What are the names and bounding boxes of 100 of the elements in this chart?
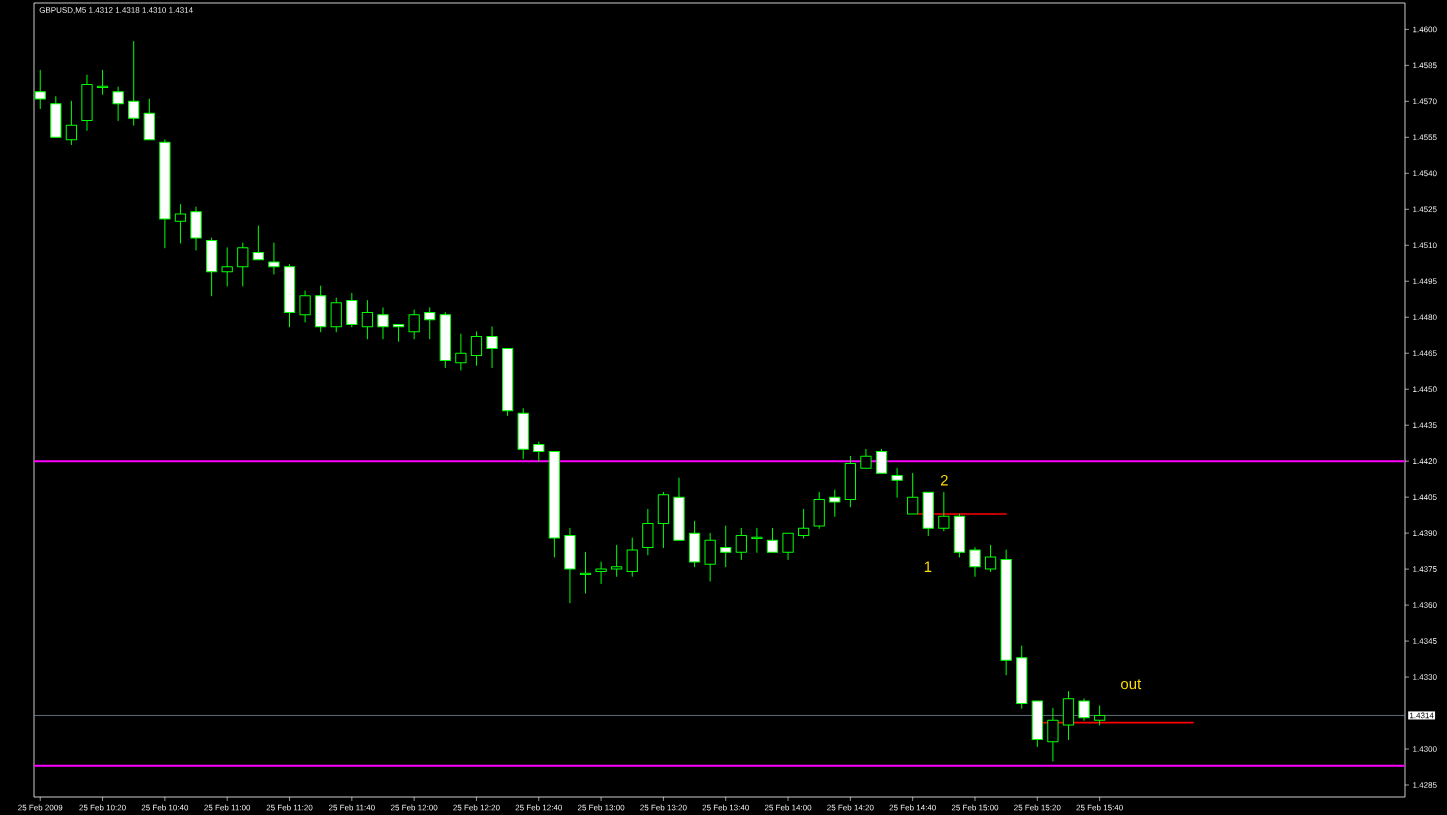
candlestick xyxy=(330,297,342,333)
candlestick xyxy=(408,309,420,340)
candlestick xyxy=(579,551,592,594)
x-tick-label: 25 Feb 10:40 xyxy=(141,804,189,811)
x-tick-label: 25 Feb 11:40 xyxy=(328,804,375,811)
x-tick-label: 25 Feb 12:20 xyxy=(453,804,500,811)
y-tick-label: 1.4480 xyxy=(1413,314,1437,321)
candlestick xyxy=(159,139,171,249)
candlestick xyxy=(829,489,841,517)
candlestick xyxy=(190,206,202,251)
x-tick-label: 25 Feb 14:40 xyxy=(889,804,936,811)
y-tick-label: 1.4285 xyxy=(1413,782,1437,788)
candlestick xyxy=(860,448,872,469)
candlestick xyxy=(953,513,966,558)
candlestick xyxy=(205,237,218,297)
candlestick xyxy=(517,407,529,460)
candlestick xyxy=(1031,700,1043,748)
y-tick-label: 1.4360 xyxy=(1413,602,1437,608)
candlestick xyxy=(1047,707,1059,762)
candlestick xyxy=(221,247,233,287)
candlestick xyxy=(813,491,825,529)
y-tick-label: 1.4570 xyxy=(1413,98,1437,105)
candlestick xyxy=(424,307,436,340)
candlestick xyxy=(938,491,950,532)
y-tick-label: 1.4330 xyxy=(1413,674,1437,680)
annotation: 1 xyxy=(924,561,932,572)
candlestick xyxy=(299,290,311,323)
candlestick xyxy=(984,544,997,573)
candlestick xyxy=(486,326,498,369)
y-tick-label: 1.4540 xyxy=(1413,170,1437,177)
y-tick-label: 1.4510 xyxy=(1413,242,1437,249)
candlestick xyxy=(1062,690,1075,740)
x-tick-label: 25 Feb 13:20 xyxy=(640,804,687,811)
y-tick-label: 1.4585 xyxy=(1413,62,1437,69)
y-tick-label: 1.4495 xyxy=(1413,278,1437,285)
x-tick-label: 25 Feb 12:00 xyxy=(390,804,438,811)
candlestick xyxy=(720,525,732,568)
candlestick xyxy=(252,225,264,261)
y-tick-label: 1.4405 xyxy=(1413,494,1437,500)
candlestick xyxy=(439,311,451,369)
y-tick-label: 1.4600 xyxy=(1413,26,1437,33)
candlestick xyxy=(50,96,62,138)
candlestick xyxy=(392,323,405,342)
x-tick-label: 25 Feb 13:40 xyxy=(702,804,749,811)
candlestick xyxy=(470,331,483,366)
candlestick xyxy=(657,491,670,549)
candlestick xyxy=(128,40,140,126)
y-tick-label: 1.4525 xyxy=(1413,206,1437,213)
annotation: 2 xyxy=(940,474,948,486)
candlestick xyxy=(548,451,560,558)
candlestick xyxy=(782,532,794,561)
candlestick xyxy=(112,86,124,122)
candlestick xyxy=(81,74,93,131)
candlestick xyxy=(1016,645,1028,709)
candlestick xyxy=(922,491,934,537)
x-tick-label: 25 Feb 15:20 xyxy=(1014,804,1061,811)
x-tick-label: 25 Feb 14:00 xyxy=(764,804,812,811)
y-tick-label: 1.4375 xyxy=(1413,566,1437,572)
candlestick xyxy=(346,292,358,328)
x-tick-label: 25 Feb 15:40 xyxy=(1076,804,1123,811)
candlestick xyxy=(564,527,576,604)
candlestick xyxy=(377,307,389,340)
x-tick-label: 25 Feb 13:00 xyxy=(577,804,625,811)
y-tick-label: 1.4345 xyxy=(1413,638,1437,644)
candlestick xyxy=(174,204,187,244)
x-tick-label: 25 Feb 15:00 xyxy=(951,804,999,811)
candlestick xyxy=(735,527,747,561)
candlestick xyxy=(361,299,374,340)
annotation: out xyxy=(1121,679,1142,690)
candlestick xyxy=(315,285,327,333)
y-tick-label: 1.4390 xyxy=(1413,530,1437,536)
candlestick xyxy=(455,333,467,371)
candlestick xyxy=(1000,549,1012,676)
y-tick-label: 1.4300 xyxy=(1413,746,1437,752)
candlestick xyxy=(65,100,78,146)
candlestick xyxy=(891,467,903,498)
candlestick xyxy=(595,561,607,585)
candlestick xyxy=(688,520,701,568)
candlestick xyxy=(283,263,296,328)
x-tick-label: 25 Feb 2009 xyxy=(18,804,63,811)
chart-title: GBPUSD,M5 1.4312 1.4318 1.4310 1.4314 xyxy=(39,7,193,14)
candlestick xyxy=(704,532,716,582)
candlestick xyxy=(626,537,638,577)
y-tick-label: 1.4435 xyxy=(1413,422,1437,429)
candlestick xyxy=(969,547,981,577)
candlestick xyxy=(907,472,919,515)
candlestick xyxy=(611,544,623,577)
y-tick-label: 1.4420 xyxy=(1413,458,1437,464)
candlestick xyxy=(673,477,685,541)
x-tick-label: 25 Feb 14:20 xyxy=(827,804,874,811)
candlestick xyxy=(766,527,779,553)
y-tick-label: 1.4450 xyxy=(1413,386,1437,393)
y-tick-label: 1.4555 xyxy=(1413,134,1437,141)
candlestick xyxy=(1093,705,1106,726)
x-tick-label: 25 Feb 10:20 xyxy=(79,804,126,811)
x-tick-label: 25 Feb 11:00 xyxy=(204,804,251,811)
x-tick-label: 25 Feb 12:40 xyxy=(515,804,563,811)
candlestick xyxy=(501,347,514,417)
x-tick-label: 25 Feb 11:20 xyxy=(266,804,313,811)
candlestick xyxy=(751,527,763,553)
